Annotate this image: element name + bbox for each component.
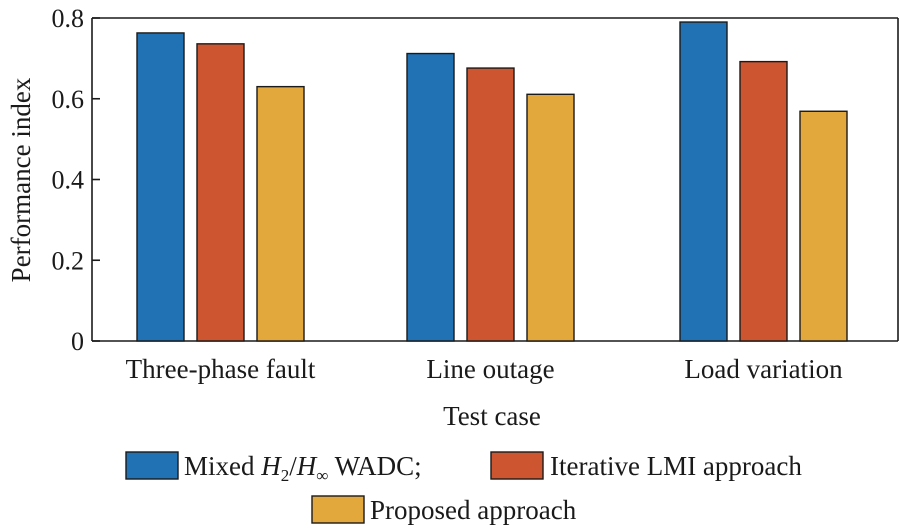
- category-labels: Three-phase fault Line outage Load variati…: [126, 354, 843, 384]
- y-tick-label: 0.6: [52, 85, 85, 114]
- legend-swatch-proposed: [311, 495, 365, 524]
- legend-swatch-iterative: [490, 451, 544, 480]
- bar: [466, 67, 515, 342]
- x-axis-title: Test case: [443, 401, 541, 431]
- bar: [526, 93, 575, 342]
- bar: [136, 32, 185, 342]
- legend-label-iterative: Iterative LMI approach: [550, 451, 802, 481]
- legend: Mixed H2/H∞ WADC; Iterative LMI approach…: [125, 451, 802, 525]
- bar: [739, 60, 788, 342]
- bars-group: [136, 21, 848, 342]
- legend-label-mixed: Mixed H2/H∞ WADC;: [184, 451, 422, 485]
- bar: [406, 52, 455, 342]
- y-axis-title: Performance index: [6, 77, 36, 282]
- y-tick-label: 0.2: [52, 246, 85, 275]
- y-tick-label: 0: [71, 327, 84, 356]
- x-category-label: Three-phase fault: [126, 354, 316, 384]
- legend-swatch-mixed: [125, 451, 179, 480]
- bar: [256, 85, 305, 342]
- legend-label-proposed: Proposed approach: [370, 495, 577, 525]
- y-tick-label: 0.8: [52, 4, 85, 33]
- bar: [196, 43, 245, 342]
- x-category-label: Line outage: [426, 354, 554, 384]
- y-tick-label: 0.4: [52, 166, 85, 195]
- x-category-label: Load variation: [684, 354, 843, 384]
- bar: [679, 21, 728, 342]
- bar: [799, 110, 848, 342]
- y-axis-ticks: 0 0.2 0.4 0.6 0.8: [52, 4, 100, 356]
